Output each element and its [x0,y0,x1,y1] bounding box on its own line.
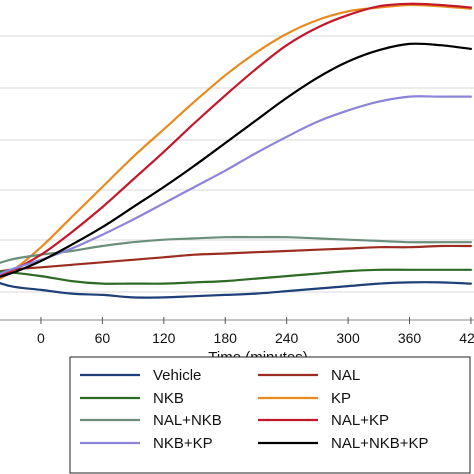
x-tick-label: 60 [95,330,111,346]
legend-label: KP [331,390,351,407]
x-tick-label: 0 [37,330,45,346]
legend-label: NKB [153,390,184,407]
x-axis: 0 60 120 180 240 300 360 420 [0,317,474,346]
legend-label: Vehicle [153,367,201,384]
series-line-nkb-kp [0,95,472,276]
x-tick-label: 300 [336,330,360,346]
legend-label: NAL [331,367,360,384]
series-line-nal [0,244,472,273]
x-tick-label: 240 [275,330,299,346]
series-lines [0,2,472,299]
x-tick-label: 360 [398,330,422,346]
series-line-nkb [0,268,472,285]
x-tick-label: 420 [459,330,474,346]
x-tick-label: 120 [152,330,176,346]
legend-label: NAL+NKB [153,412,222,429]
series-line-kp [0,3,472,280]
legend-label: NKB+KP [153,435,213,452]
series-line-nal-kp [0,2,472,276]
legend-label: NAL+KP [331,412,389,429]
series-line-nal-nkb-kp [0,42,472,278]
x-tick-label: 180 [214,330,238,346]
legend-box [69,356,471,474]
series-line-vehicle [0,281,472,299]
legend-label: NAL+NKB+KP [331,435,429,452]
legend: Vehicle NAL NKB KP NAL+NKB NAL+KP NKB+KP NAL+NK… [69,356,471,474]
